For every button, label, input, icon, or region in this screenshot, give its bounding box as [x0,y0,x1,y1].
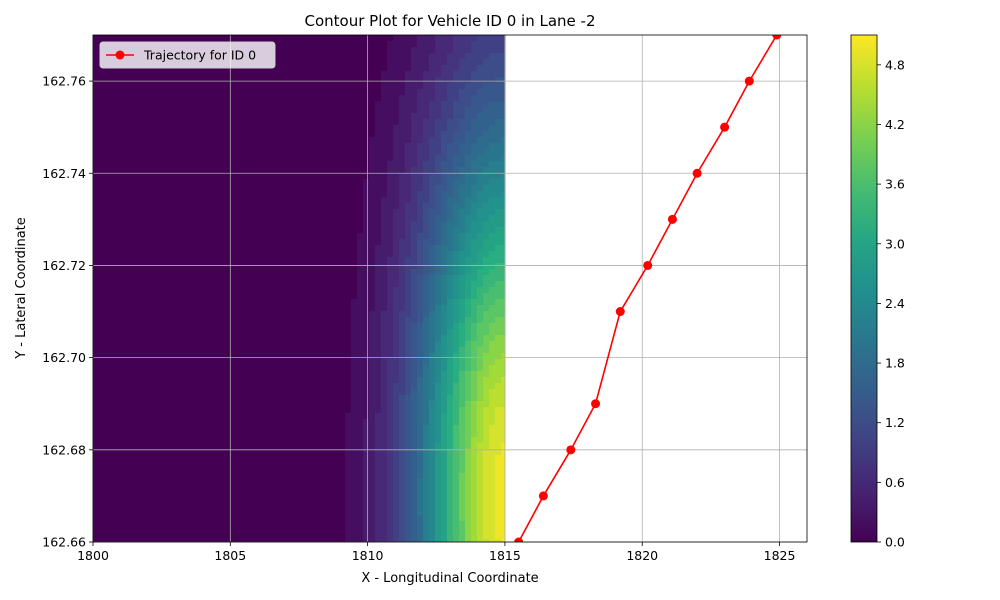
colorbar-tick-label: 4.2 [885,117,905,132]
y-axis-label: Y - Lateral Coordinate [14,217,29,360]
colorbar-tick-label: 0.0 [885,535,905,550]
colorbar-tick-label: 3.6 [885,177,905,192]
colorbar-axis: 0.0 0.6 1.2 1.8 2.4 3.0 3.6 4.2 4.8 [877,57,905,550]
trajectory-point [643,260,653,270]
trajectory-point [566,445,576,455]
trajectory-series [514,35,782,542]
legend: Trajectory for ID 0 [99,41,276,69]
trajectory-point [591,399,601,409]
y-tick-label: 162.72 [42,258,86,273]
legend-label: Trajectory for ID 0 [143,48,256,63]
colorbar-tick-label: 1.2 [885,415,905,430]
legend-marker [115,50,125,60]
trajectory-point [772,35,782,40]
trajectory-point [720,122,730,132]
x-axis-label: X - Longitudinal Coordinate [361,571,538,586]
y-tick-label: 162.68 [42,442,86,457]
trajectory-point [538,491,548,501]
trajectory-point [615,307,625,317]
colorbar [850,34,878,543]
y-tick-label: 162.70 [42,350,86,365]
trajectory-point [514,537,524,542]
plot-frame [92,34,808,543]
trajectory-point [744,76,754,86]
colorbar-tick-label: 1.8 [885,356,905,371]
y-tick-label: 162.66 [42,535,86,550]
x-axis: 1800 1805 1810 1815 1820 1825 [77,542,795,563]
x-tick-label: 1815 [489,548,521,563]
legend-box [99,41,276,69]
x-tick-label: 1820 [626,548,658,563]
colorbar-tick-label: 0.6 [885,475,905,490]
trajectory-point [692,168,702,178]
x-tick-label: 1825 [764,548,796,563]
colorbar-tick-label: 2.4 [885,296,905,311]
x-tick-label: 1805 [214,548,246,563]
x-tick-label: 1810 [352,548,384,563]
y-tick-label: 162.76 [42,74,86,89]
trajectory-point [667,214,677,224]
y-tick-label: 162.74 [42,166,86,181]
colorbar-tick-label: 4.8 [885,57,905,72]
chart-title: Contour Plot for Vehicle ID 0 in Lane -2 [304,12,595,30]
y-axis: 162.66 162.68 162.70 162.72 162.74 162.76 [42,74,93,550]
colorbar-tick-label: 3.0 [885,236,905,251]
contour-field [93,35,506,542]
x-tick-label: 1800 [77,548,109,563]
